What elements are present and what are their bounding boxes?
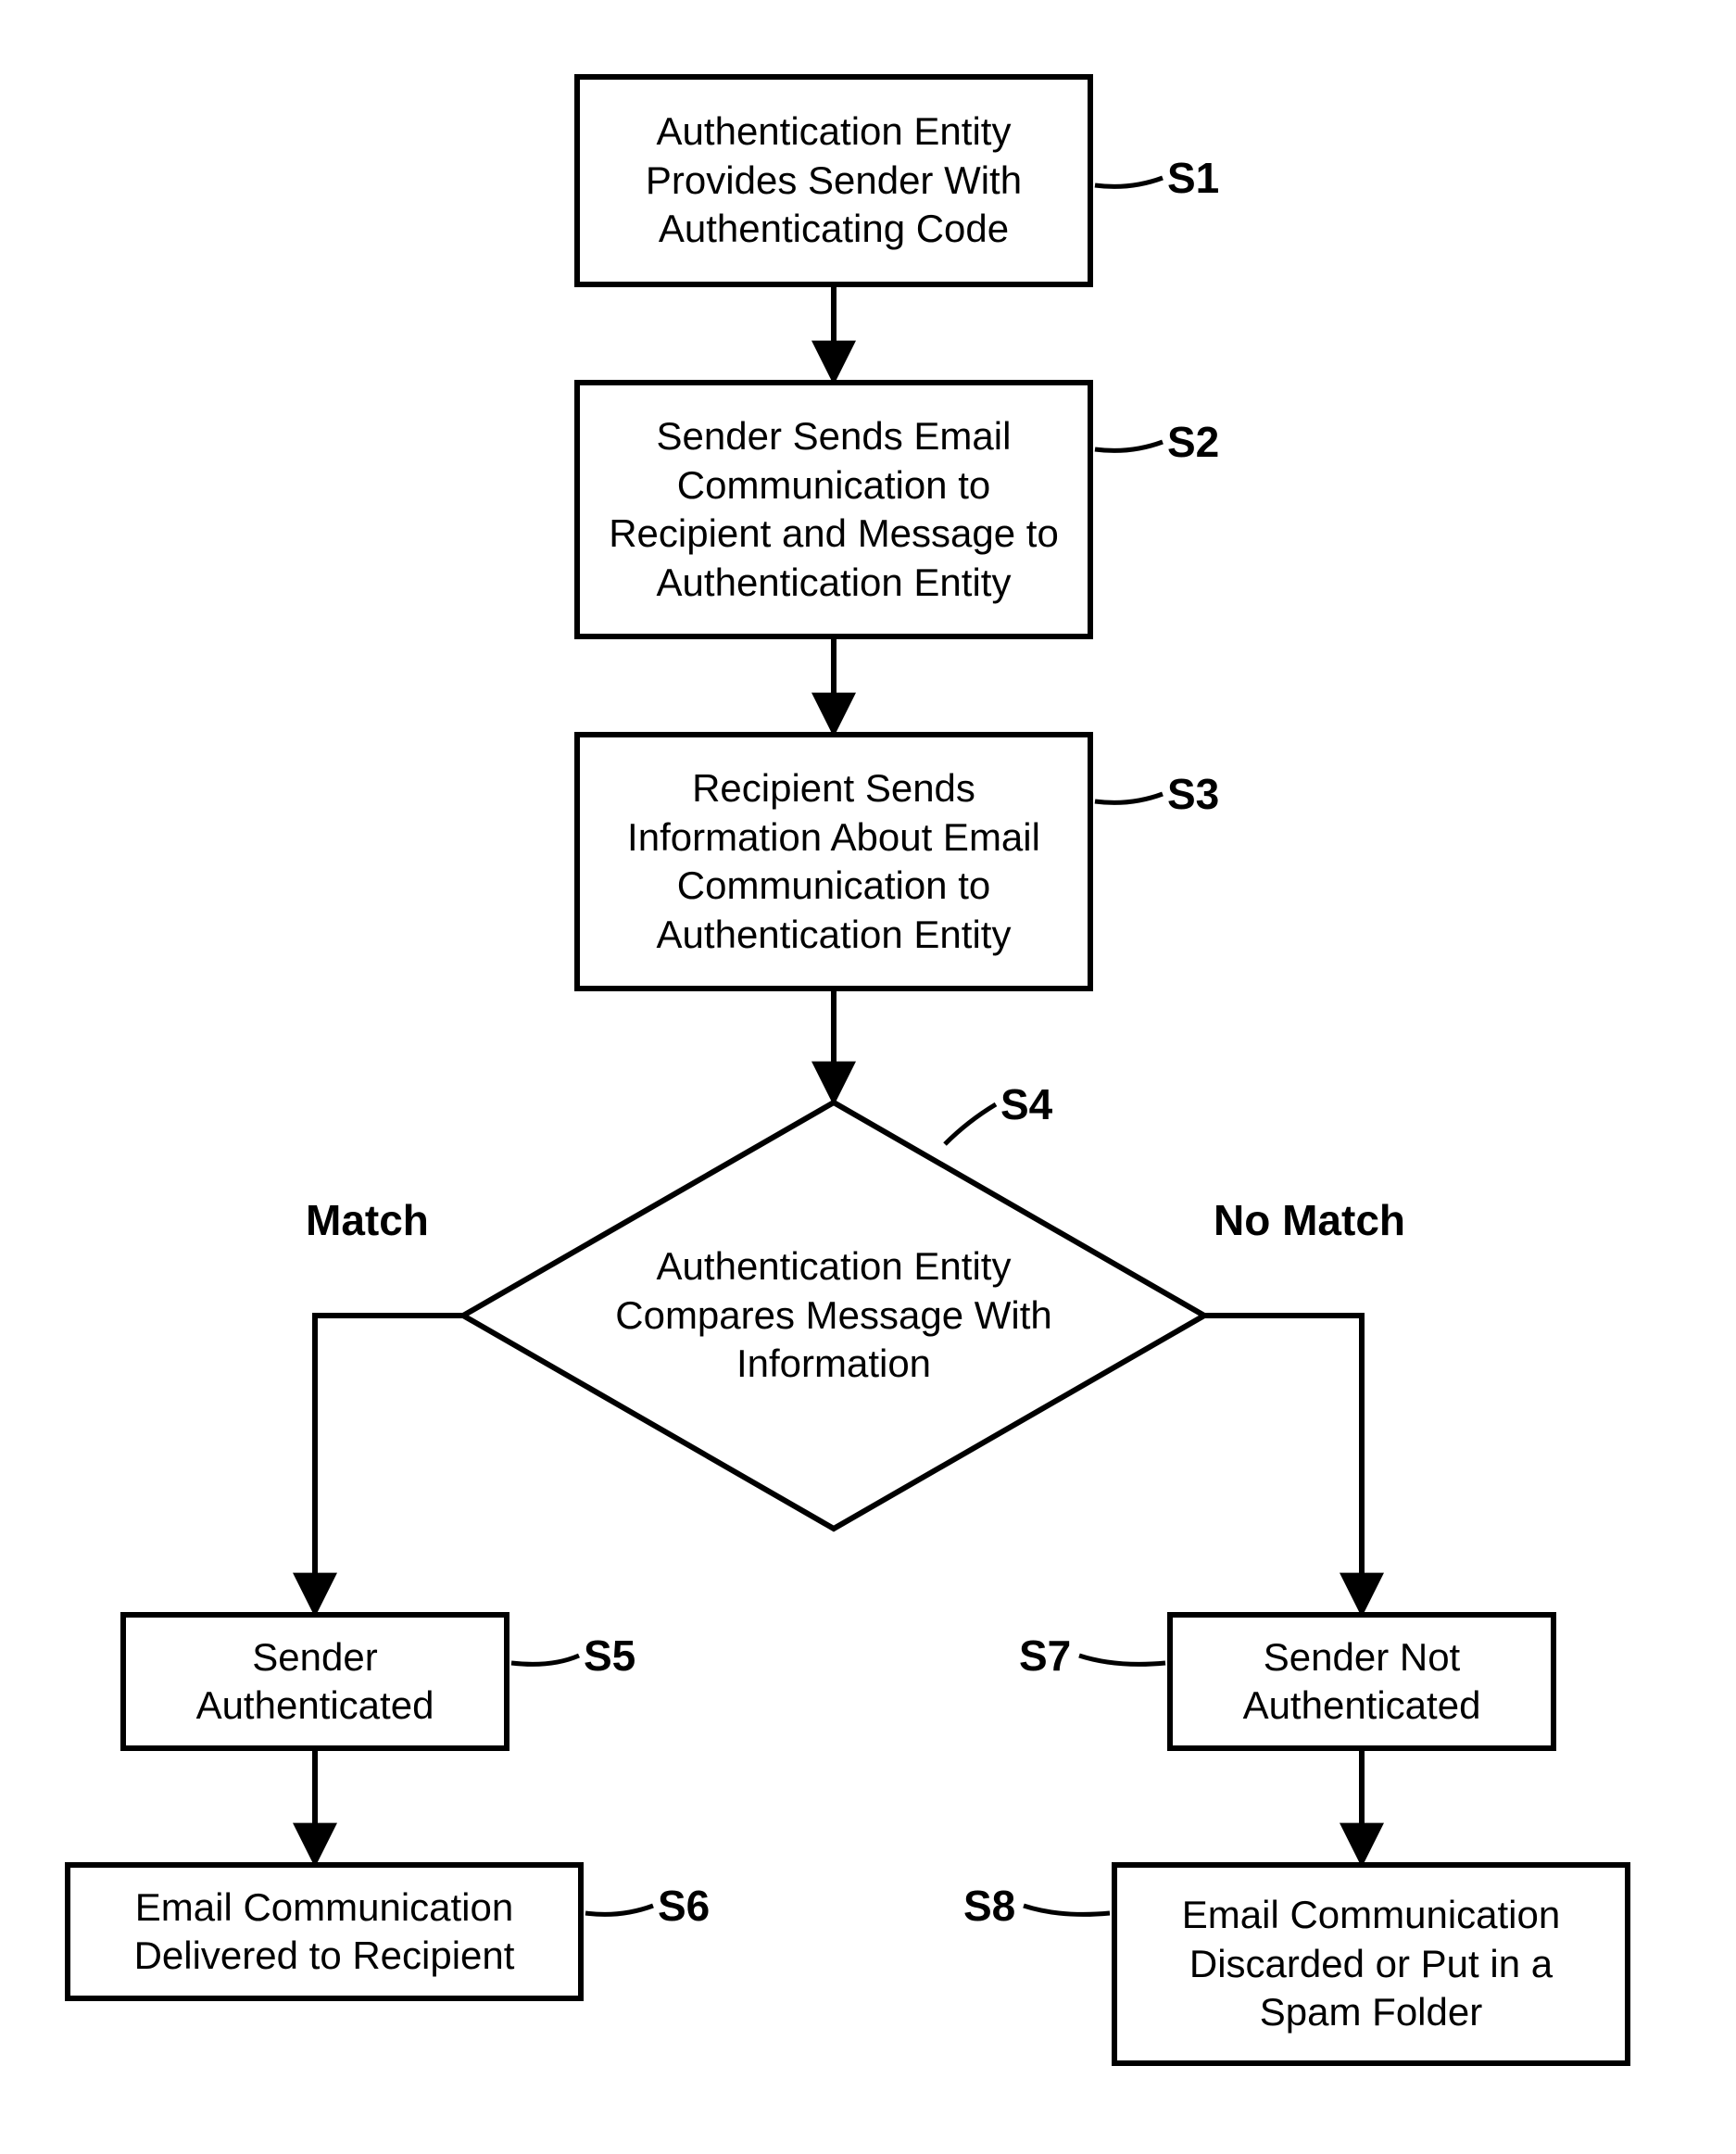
label-connector-s6 (585, 1906, 653, 1914)
label-connector-s8 (1024, 1906, 1110, 1914)
step-s1-text: Authentication Entity Provides Sender Wi… (606, 107, 1062, 254)
step-s2-label: S2 (1167, 417, 1219, 467)
step-s2-text: Sender Sends Email Communication to Reci… (606, 412, 1062, 607)
step-s4-label: S4 (1000, 1079, 1052, 1129)
step-s3-text: Recipient Sends Information About Email … (606, 764, 1062, 959)
step-s2: Sender Sends Email Communication to Reci… (574, 380, 1093, 639)
step-s8-label: S8 (963, 1881, 1015, 1931)
label-connector-s7 (1079, 1656, 1165, 1664)
edge-s4-s7 (1204, 1316, 1362, 1608)
edge-s4-s5 (315, 1316, 463, 1608)
step-s5-label: S5 (584, 1631, 635, 1681)
flowchart-edges (0, 0, 1736, 2154)
flowchart-canvas: Authentication Entity Provides Sender Wi… (0, 0, 1736, 2154)
step-s6-label: S6 (658, 1881, 710, 1931)
step-s3-label: S3 (1167, 769, 1219, 819)
step-s5-text: Sender Authenticated (152, 1633, 478, 1731)
label-connector-s3 (1095, 794, 1163, 802)
label-connector-s2 (1095, 442, 1163, 450)
edge-label-match: Match (306, 1195, 429, 1245)
edge-label-nomatch: No Match (1214, 1195, 1405, 1245)
step-s8: Email Communication Discarded or Put in … (1112, 1862, 1630, 2066)
step-s6: Email Communication Delivered to Recipie… (65, 1862, 584, 2001)
step-s7-label: S7 (1019, 1631, 1071, 1681)
step-s7: Sender Not Authenticated (1167, 1612, 1556, 1751)
step-s3: Recipient Sends Information About Email … (574, 732, 1093, 991)
step-s6-text: Email Communication Delivered to Recipie… (96, 1883, 552, 1981)
step-s7-text: Sender Not Authenticated (1199, 1633, 1525, 1731)
step-s1-label: S1 (1167, 153, 1219, 203)
label-connector-s1 (1095, 178, 1163, 186)
step-s8-text: Email Communication Discarded or Put in … (1143, 1891, 1599, 2037)
step-s5: Sender Authenticated (120, 1612, 509, 1751)
step-s4-text: Authentication Entity Compares Message W… (574, 1242, 1093, 1389)
label-connector-s5 (511, 1656, 579, 1664)
step-s4: Authentication Entity Compares Message W… (574, 1204, 1093, 1427)
step-s1: Authentication Entity Provides Sender Wi… (574, 74, 1093, 287)
label-connector-s4 (945, 1104, 996, 1144)
